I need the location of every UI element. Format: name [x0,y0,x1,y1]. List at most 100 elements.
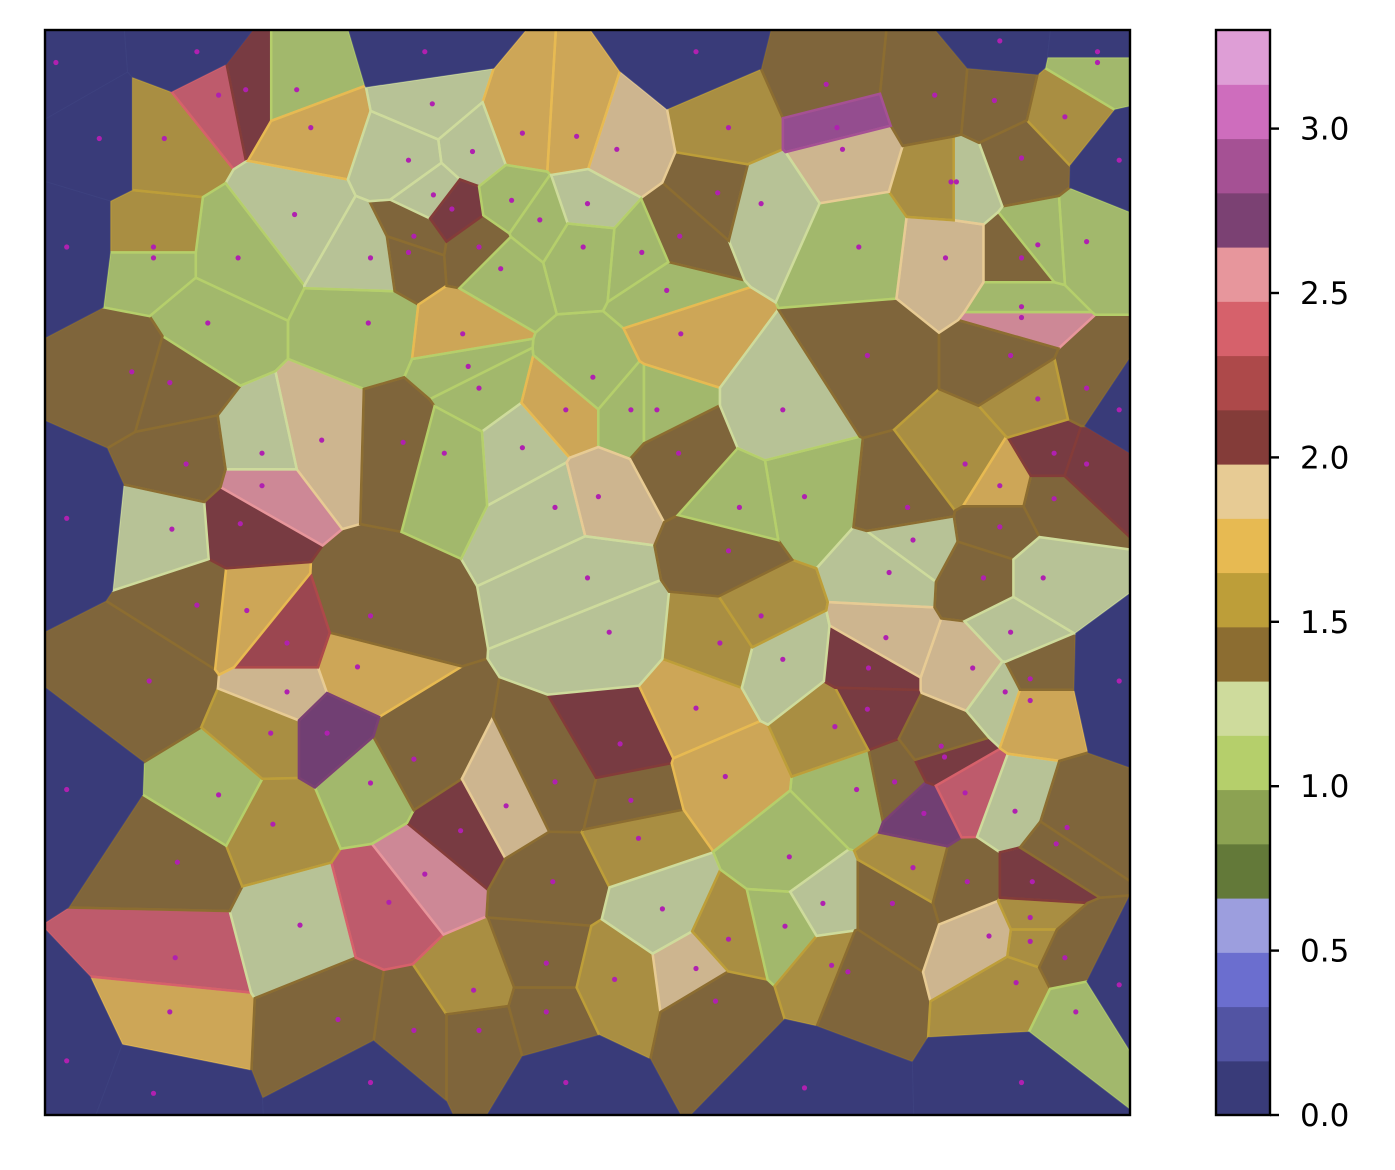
seed-point [864,706,871,712]
seed-point [537,217,543,223]
seed-point [1094,59,1101,66]
seed-point [664,287,670,293]
seed-point [1051,450,1057,456]
seed-point [676,450,682,456]
seed-point [174,859,180,865]
seed-point [962,461,968,467]
seed-point [997,524,1003,530]
voronoi-cell [934,30,1051,75]
seed-point [584,575,591,581]
voronoi-cell [911,1031,1130,1115]
colorbar-band [1216,681,1270,736]
seed-point [758,201,764,207]
seed-point [519,445,526,451]
seed-point [921,810,927,817]
seed-point [905,504,911,510]
seed-point [832,724,838,730]
seed-point [722,773,728,780]
colorbar-ticks: 0.0 0.5 1.0 1.5 2.0 2.5 3.0 [1270,112,1349,1134]
seed-point [889,900,896,907]
colorbar-tick-label: 1.5 [1300,605,1349,641]
colorbar-frame [1214,28,1272,1117]
seed-point [1018,155,1025,161]
voronoi-cell [1012,535,1130,635]
seed-point [595,494,602,500]
seed-point [1018,314,1025,321]
voronoi-cell [45,71,133,202]
seed-point [1053,841,1059,847]
seed-point [53,59,59,66]
seed-point [1116,157,1122,163]
seed-point [1064,824,1070,831]
voronoi-cell [486,1034,682,1115]
seed-point [1062,955,1068,961]
seed-point [892,779,898,785]
seed-point [574,133,580,139]
seed-point [422,871,428,877]
seed-point [284,640,290,646]
seed-point [1084,239,1090,245]
voronoi-cell [348,30,527,88]
seed-point [552,504,558,510]
seed-point [1029,879,1035,885]
seed-point [725,936,732,942]
seed-point [782,923,788,929]
seed-point [677,233,683,239]
seed-point [758,613,764,619]
seed-point [129,369,135,375]
seed-point [1027,676,1033,682]
seed-point [883,635,889,641]
seed-point [244,607,250,614]
seed-point [948,179,954,185]
seed-point [717,640,723,646]
seed-point [194,602,200,608]
colorbar-band [1216,30,1270,85]
seed-point [1018,255,1025,261]
voronoi-cell [261,1040,454,1115]
seed-point [167,380,173,386]
seed-point [1035,242,1041,248]
seed-point [991,97,998,104]
seed-point [469,148,476,155]
seed-point [1008,352,1014,359]
seed-point [552,779,558,785]
seed-point [1051,496,1057,502]
seed-point [411,1027,417,1033]
voronoi-cell [297,691,381,790]
seed-point [980,575,987,581]
seed-point [839,146,846,152]
seed-point [400,439,406,445]
colorbar-band [1216,409,1270,465]
colorbar-band [1216,138,1270,194]
seed-point [1013,980,1019,986]
seed-point [563,407,569,413]
seed-point [693,965,699,972]
voronoi-cell [1046,30,1130,58]
seed-point [886,569,892,576]
seed-point [864,352,871,359]
colorbar-tick-label: 2.5 [1300,276,1349,312]
seed-point [259,483,265,489]
seed-point [146,678,152,684]
seed-point [986,933,992,939]
seed-point [628,797,634,803]
voronoi-cell [878,30,969,148]
seed-point [367,780,374,786]
voronoi-cell [1057,186,1130,317]
seed-point [458,828,464,834]
seed-point [1027,938,1033,945]
seed-point [715,190,721,196]
seed-point [235,255,241,261]
colorbar-tick-label: 3.0 [1300,112,1349,148]
seed-point [509,197,515,203]
seed-point [319,437,325,443]
seed-point [997,483,1003,489]
seed-point [1084,385,1090,391]
colorbar-band [1216,464,1270,519]
seed-point [606,629,612,635]
seed-point [476,385,482,391]
seed-point [580,244,586,250]
voronoi-cell [1069,106,1130,213]
colorbar-band [1216,1060,1270,1116]
